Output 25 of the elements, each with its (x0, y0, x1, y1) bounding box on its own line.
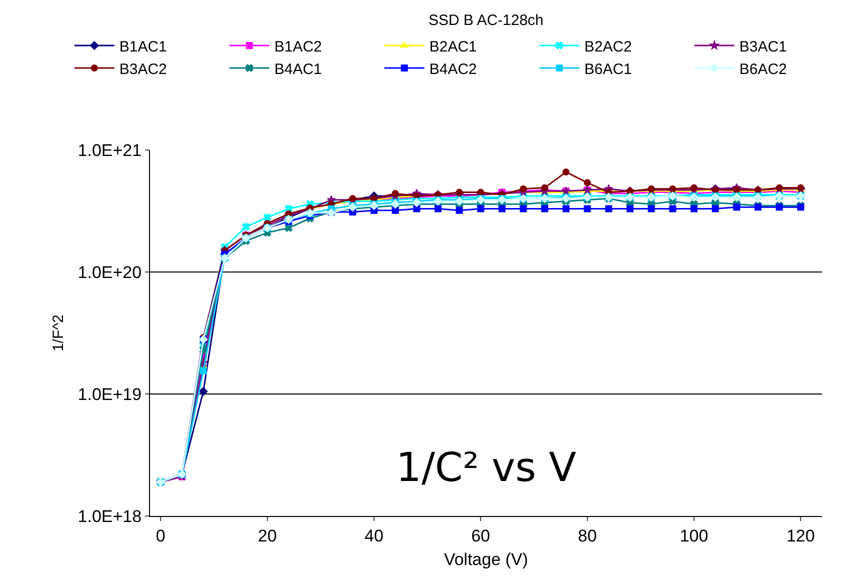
x-tick-label: 120 (786, 526, 815, 546)
legend-label: B6AC1 (584, 60, 632, 78)
legend-label: B4AC2 (429, 60, 477, 78)
annotation: 1/C² vs V (396, 445, 577, 491)
x-tick-label: 20 (258, 526, 277, 546)
x-tick-label: 100 (680, 526, 708, 546)
legend-label: B6AC2 (739, 60, 787, 78)
legend-label: B1AC2 (274, 38, 322, 56)
y-tick-label: 1.0E+18 (78, 506, 142, 526)
y-axis-title: 1/F^2 (50, 314, 68, 352)
x-tick-label: 40 (364, 526, 384, 546)
legend-label: B3AC2 (119, 60, 167, 78)
legend-label: B1AC1 (119, 38, 167, 56)
legend-label: B3AC1 (739, 38, 787, 56)
legend-label: B2AC1 (429, 38, 477, 56)
legend-label: B4AC1 (274, 60, 322, 78)
y-tick-label: 1.0E+20 (78, 262, 142, 282)
x-tick-label: 80 (578, 526, 597, 546)
chart-title: SSD B AC-128ch (428, 12, 544, 30)
x-tick-label: 60 (471, 526, 490, 546)
y-tick-label: 1.0E+21 (78, 140, 142, 160)
x-axis-title: Voltage (V) (444, 550, 528, 569)
y-tick-label: 1.0E+19 (78, 384, 142, 404)
x-tick-label: 0 (156, 526, 166, 546)
legend-label: B2AC2 (584, 38, 632, 56)
